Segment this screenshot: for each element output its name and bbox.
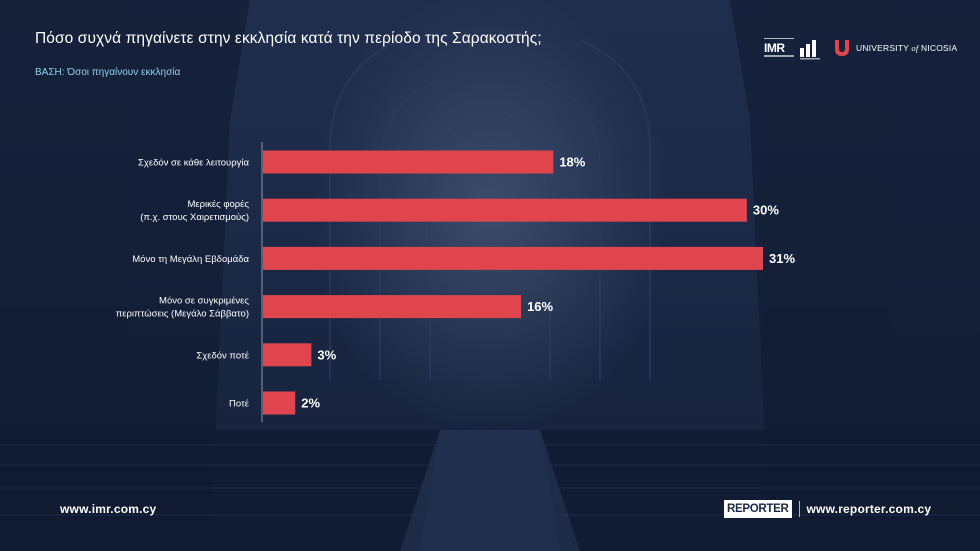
category-label-line: Σχεδόν ποτέ	[196, 350, 249, 361]
footer-reporter-url[interactable]: www.reporter.com.cy	[806, 502, 932, 516]
bar-2	[263, 246, 763, 270]
poll-logo	[800, 40, 820, 60]
page-subtitle: ΒΑΣΗ: Όσοι πηγαίνουν εκκλησία	[35, 67, 181, 78]
category-label-line: περιπτώσεις (Μεγάλο Σάββατο)	[116, 309, 249, 320]
data-label-4: 3%	[317, 347, 336, 362]
imr-logo-text: IMR	[764, 41, 785, 55]
data-label-1: 30%	[753, 203, 779, 218]
category-label-2: Μόνο τη Μεγάλη Εβδομάδα	[132, 254, 249, 265]
category-label-3: Μόνο σε συγκριμένες περιπτώσεις (Μεγάλο Σ…	[116, 296, 250, 320]
university-nicosia-logo-mark	[835, 40, 849, 56]
university-nicosia-logo-text: UNIVERSITY of NICOSIA	[856, 43, 958, 53]
bar-0	[263, 150, 554, 174]
bar-5	[263, 391, 296, 415]
category-label-1: Μερικές φορές (π.χ. στους Χαιρετισμούς)	[140, 199, 249, 223]
category-label-0: Σχεδόν σε κάθε λειτουργία	[138, 158, 250, 169]
bar-1	[263, 198, 747, 222]
category-label-5: Ποτέ	[229, 399, 250, 410]
bar-3	[263, 295, 522, 319]
data-label-0: 18%	[559, 155, 585, 170]
imr-logo: IMR	[764, 38, 794, 60]
footer-imr-url[interactable]: www.imr.com.cy	[60, 502, 157, 516]
page-title: Πόσο συχνά πηγαίνετε στην εκκλησία κατά …	[35, 30, 542, 47]
data-label-3: 16%	[527, 299, 553, 314]
category-label-line: Μόνο σε συγκριμένες	[159, 296, 249, 307]
footer-reporter: REPORTER www.reporter.com.cy	[724, 499, 931, 519]
category-label-line: Μόνο τη Μεγάλη Εβδομάδα	[132, 254, 249, 265]
footer-divider	[798, 501, 800, 517]
category-label-line: Σχεδόν σε κάθε λειτουργία	[138, 158, 250, 169]
category-label-4: Σχεδόν ποτέ	[196, 350, 249, 361]
bar-4	[263, 343, 312, 367]
reporter-logo: REPORTER	[724, 500, 792, 518]
data-label-5: 2%	[301, 396, 320, 411]
category-label-line: Μερικές φορές	[187, 199, 249, 210]
data-label-2: 31%	[769, 251, 795, 266]
logo-group: IMR UNIVERSITY of NICOSIA	[764, 38, 958, 60]
category-label-line: (π.χ. στους Χαιρετισμούς)	[140, 212, 249, 223]
category-label-line: Ποτέ	[229, 399, 250, 410]
